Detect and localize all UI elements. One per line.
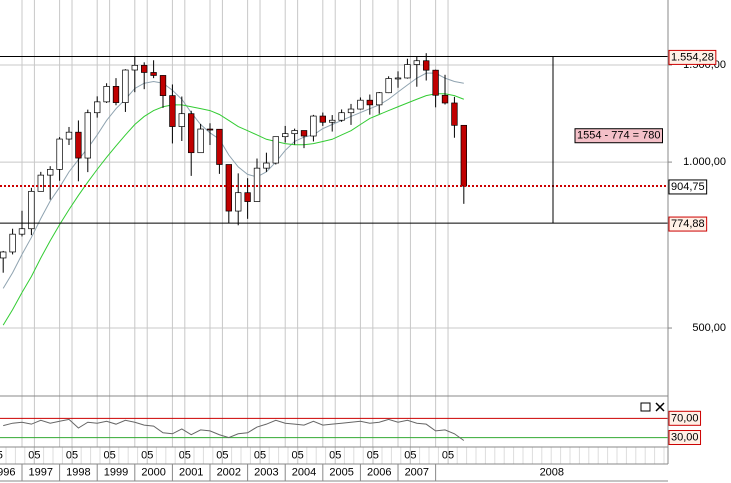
x-axis: 1996 1997 1998 1999 2000 2001 2002 2003 2004 2005… — [0, 0, 669, 482]
candle-body — [65, 131, 73, 140]
last-price-label: 904,75 — [671, 181, 705, 193]
candle-body — [103, 86, 110, 103]
y-tick-label: 1.000,00 — [683, 156, 726, 168]
candle-body — [272, 136, 279, 164]
rsi-level-label-box — [668, 410, 702, 426]
candle-body — [28, 190, 35, 230]
candle-body — [347, 108, 355, 114]
moving-average — [2, 93, 465, 326]
candle-body — [56, 138, 63, 170]
x-tick-label: 2002 — [217, 466, 241, 478]
x-tick-label: 2004 — [292, 466, 316, 478]
x-tick-label: 2007 — [405, 466, 429, 478]
candle-body — [197, 128, 204, 154]
candle-body — [404, 64, 411, 79]
x-tick-label: 1998 — [66, 466, 90, 478]
candle-body — [366, 99, 373, 106]
x-tick-label: 2006 — [367, 466, 391, 478]
candle-body — [169, 95, 176, 127]
candle-body — [423, 60, 430, 71]
candle-body — [122, 69, 129, 103]
candle-body — [394, 77, 402, 80]
candle-body — [253, 167, 261, 202]
candle-body — [225, 164, 232, 212]
candle-body — [150, 72, 157, 76]
close-icon[interactable] — [655, 402, 665, 412]
candle-body — [282, 133, 289, 138]
candle-body — [216, 128, 223, 165]
rsi-level-label: 70,00 — [671, 412, 699, 424]
candle-body — [460, 124, 467, 187]
level-label-box — [668, 216, 708, 232]
candle-body — [9, 233, 16, 253]
level-label: 774,88 — [671, 218, 705, 230]
candle-body — [235, 192, 242, 212]
rsi-line — [3, 418, 465, 441]
candle-body — [376, 92, 383, 106]
candle-body — [310, 115, 317, 137]
candle-body — [0, 251, 7, 259]
candle-body — [178, 113, 185, 127]
candle-body — [441, 94, 449, 104]
x-tick-label: 2000 — [141, 466, 165, 478]
candle-body — [300, 130, 308, 137]
candle-body — [131, 64, 138, 71]
x-tick-label: 1999 — [104, 466, 128, 478]
y-tick-label: 500,00 — [692, 322, 726, 334]
candle-body — [37, 174, 44, 192]
window-icons[interactable] — [640, 402, 665, 412]
x-tick-label: 2008 — [540, 466, 564, 478]
candle-body — [206, 128, 214, 131]
candle-body — [18, 228, 26, 235]
plot — [0, 53, 668, 326]
candle-body — [291, 130, 298, 135]
x-tick-label: 1996 — [0, 466, 15, 478]
candle-body — [432, 69, 439, 96]
candle-body — [141, 64, 148, 73]
candle-body — [451, 102, 458, 126]
candle-body — [75, 131, 82, 159]
level-label: 1.554,28 — [671, 51, 714, 63]
candle-body — [188, 113, 195, 154]
candle-body — [385, 78, 392, 94]
candle-body — [47, 169, 54, 176]
candle-body — [329, 119, 336, 123]
x-tick-label: 2001 — [179, 466, 203, 478]
candle-body — [413, 60, 420, 65]
maximize-icon[interactable] — [640, 402, 651, 412]
rsi-level-label-box — [668, 430, 702, 446]
candle-body — [244, 192, 251, 202]
candle-body — [319, 115, 326, 123]
measure-label-box — [574, 128, 663, 144]
x-tick-label: 05 — [0, 449, 3, 461]
candle-body — [84, 112, 91, 159]
rsi-level-label: 30,00 — [671, 432, 699, 444]
candle-body — [94, 101, 101, 114]
level-label-box — [668, 49, 717, 65]
last-price-label-box — [668, 179, 708, 195]
candle-body — [263, 162, 270, 169]
candle-body — [159, 75, 167, 96]
candle-body — [357, 99, 364, 110]
measure-label: 1554 - 774 = 780 — [577, 130, 661, 142]
x-tick-label: 1997 — [29, 466, 53, 478]
candle-body — [338, 112, 345, 121]
x-tick-label: 2005 — [329, 466, 353, 478]
x-tick-label: 2003 — [254, 466, 278, 478]
candle-body — [112, 86, 120, 103]
rsi-panel — [0, 417, 668, 441]
